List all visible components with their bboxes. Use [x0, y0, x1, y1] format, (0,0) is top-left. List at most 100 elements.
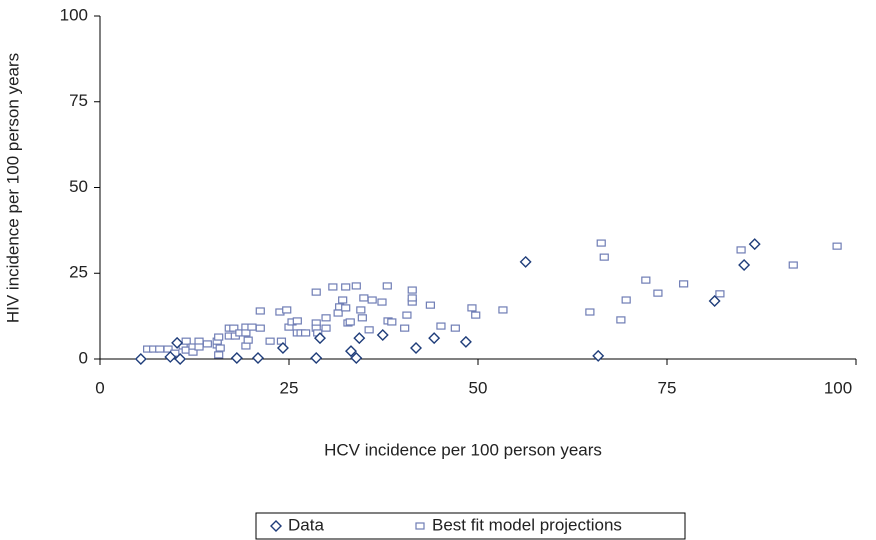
- model-point: [215, 344, 225, 352]
- model-point: [321, 314, 331, 322]
- model-point: [471, 311, 481, 319]
- x-tick-label: 25: [280, 378, 299, 397]
- model-point: [407, 286, 417, 294]
- model-point: [356, 306, 366, 314]
- model-point: [328, 283, 338, 291]
- data-point: [134, 353, 147, 365]
- data-point: [314, 332, 326, 345]
- model-point: [255, 324, 265, 332]
- model-point: [407, 294, 417, 302]
- model-point: [338, 296, 348, 304]
- model-point: [382, 282, 392, 290]
- data-point: [171, 336, 184, 349]
- model-point: [321, 324, 331, 332]
- model-point: [367, 296, 377, 304]
- model-point: [679, 280, 689, 288]
- y-tick-label: 25: [69, 263, 88, 282]
- model-point: [450, 324, 460, 332]
- model-point: [364, 326, 374, 334]
- data-point: [174, 353, 187, 365]
- model-point: [282, 306, 292, 314]
- data-point: [459, 335, 472, 348]
- y-tick-label: 50: [69, 177, 88, 196]
- y-tick-label: 75: [69, 91, 88, 110]
- model-point: [736, 246, 746, 254]
- data-point: [350, 351, 363, 364]
- model-point: [387, 318, 397, 326]
- model-point: [341, 304, 351, 312]
- model-point: [359, 294, 369, 302]
- data-point: [748, 238, 761, 251]
- x-tick-label: 100: [824, 378, 852, 397]
- data-point: [164, 350, 177, 363]
- x-tick-label: 0: [95, 378, 104, 397]
- model-point: [255, 307, 265, 315]
- model-point: [188, 348, 198, 356]
- model-point: [616, 316, 626, 324]
- model-point: [202, 340, 212, 348]
- model-point: [311, 288, 321, 296]
- data-point: [519, 255, 532, 268]
- data-point: [310, 351, 323, 364]
- model-point: [155, 345, 165, 353]
- data-point: [410, 342, 422, 355]
- data-point: [376, 329, 389, 341]
- legend-label: Best fit model projections: [432, 515, 622, 534]
- data-point: [738, 259, 751, 272]
- data-point: [345, 345, 357, 358]
- model-point: [653, 289, 663, 297]
- model-point: [214, 351, 224, 359]
- legend-marker: [415, 522, 425, 530]
- data-point: [708, 295, 721, 308]
- model-point: [425, 301, 435, 309]
- x-tick-label: 50: [469, 378, 488, 397]
- data-point: [230, 351, 243, 364]
- model-point: [241, 329, 251, 337]
- data-point: [592, 349, 605, 362]
- y-axis-label: HIV incidence per 100 person years: [3, 53, 22, 323]
- model-point: [243, 336, 253, 344]
- model-point: [400, 324, 410, 332]
- model-point: [241, 342, 251, 350]
- model-point: [436, 322, 446, 330]
- model-point: [357, 314, 367, 322]
- data-point: [276, 342, 289, 355]
- legend-box: [255, 512, 686, 540]
- model-point: [276, 337, 287, 345]
- model-point: [265, 337, 275, 345]
- model-point: [599, 253, 609, 261]
- model-point: [194, 337, 204, 345]
- model-point: [377, 298, 387, 306]
- model-point: [621, 296, 631, 304]
- legend-label: Data: [288, 515, 324, 534]
- legend-marker: [270, 520, 282, 532]
- model-point: [247, 323, 257, 331]
- model-point: [715, 290, 725, 298]
- model-point: [832, 242, 842, 250]
- model-point: [351, 282, 361, 290]
- model-point: [181, 337, 191, 345]
- model-point: [402, 311, 412, 319]
- model-point: [341, 283, 351, 291]
- x-axis-label: HCV incidence per 100 person years: [324, 440, 602, 459]
- model-point: [467, 304, 477, 312]
- data-point: [353, 332, 366, 345]
- y-tick-label: 0: [79, 348, 88, 367]
- model-point: [163, 345, 173, 353]
- model-point: [292, 317, 302, 325]
- data-point: [428, 332, 441, 345]
- model-point: [214, 333, 224, 341]
- model-point: [596, 239, 606, 247]
- model-point: [301, 329, 311, 337]
- model-point: [345, 318, 355, 326]
- model-point: [229, 324, 239, 332]
- model-point: [788, 261, 798, 269]
- model-point: [641, 276, 651, 284]
- data-point: [252, 351, 264, 364]
- model-point: [585, 308, 595, 316]
- x-tick-label: 75: [658, 378, 677, 397]
- model-point: [333, 309, 343, 317]
- model-point: [194, 343, 204, 351]
- model-point: [498, 306, 508, 314]
